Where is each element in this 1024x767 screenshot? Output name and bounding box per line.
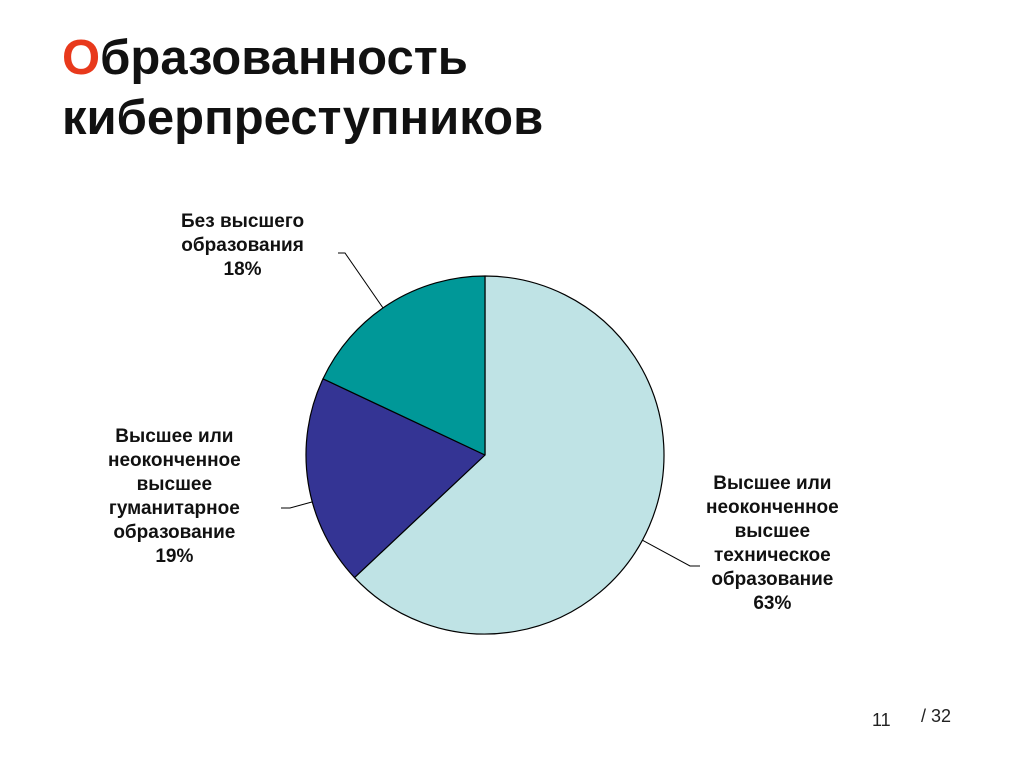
leader-line <box>642 539 700 567</box>
slice-label-line: неоконченное <box>706 497 839 518</box>
slice-value-label: 18% <box>223 259 262 280</box>
pie-slice-technical <box>353 275 665 635</box>
slice-label-line: Высшее или <box>115 426 234 447</box>
slide-number: 11 <box>872 710 891 730</box>
slide-total: / 32 <box>921 706 952 726</box>
slice-label-line: неоконченное <box>108 450 241 471</box>
slice-label-line: образование <box>113 522 236 543</box>
slice-label-line: высшее <box>136 474 213 495</box>
slide-title: Образованность киберпреступников <box>62 28 543 148</box>
slice-label-line: образование <box>711 569 834 590</box>
slice-label-line: техническое <box>714 545 831 566</box>
leader-line <box>281 501 313 509</box>
slice-label-line: гуманитарное <box>108 498 240 519</box>
slice-value-label: 19% <box>155 546 194 567</box>
slice-label-line: Без высшего <box>181 211 305 232</box>
title-first-letter: О <box>62 31 101 85</box>
title-line-2: киберпреступников <box>62 91 544 145</box>
slice-label-no-higher: Без высшего образования 18% <box>181 210 304 282</box>
slice-label-humanitarian: Высшее или неоконченное высшее гуманитар… <box>108 425 241 569</box>
pie-slice-no-higher <box>322 275 486 456</box>
slice-label-line: образования <box>181 235 304 256</box>
leader-line <box>338 252 384 309</box>
slice-label-line: высшее <box>734 521 811 542</box>
slice-label-technical: Высшее или неоконченное высшее техническ… <box>706 472 839 616</box>
title-line-1: Образованность <box>62 28 543 88</box>
slice-label-line: Высшее или <box>713 473 832 494</box>
pie-slice-humanitarian <box>305 378 486 579</box>
title-rest: бразованность <box>100 31 468 85</box>
slice-value-label: 63% <box>753 593 792 614</box>
